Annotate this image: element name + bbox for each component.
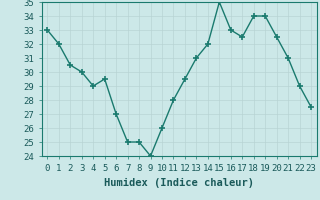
- X-axis label: Humidex (Indice chaleur): Humidex (Indice chaleur): [104, 178, 254, 188]
